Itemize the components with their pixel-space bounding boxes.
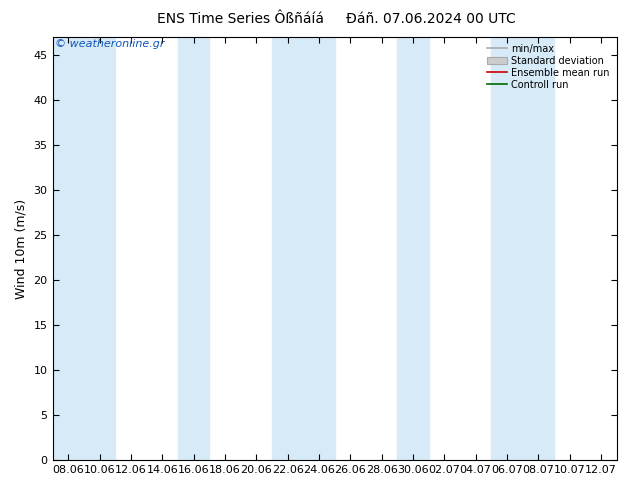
Bar [398,37,429,460]
Bar [84,37,115,460]
Text: Đáñ. 07.06.2024 00 UTC: Đáñ. 07.06.2024 00 UTC [346,12,516,26]
Text: ENS Time Series Ôßñáíá: ENS Time Series Ôßñáíá [157,12,325,26]
Legend: min/max, Standard deviation, Ensemble mean run, Controll run: min/max, Standard deviation, Ensemble me… [485,42,612,92]
Text: © weatheronline.gr: © weatheronline.gr [55,39,165,49]
Bar [178,37,209,460]
Bar [303,37,335,460]
Bar [491,37,522,460]
Bar [272,37,303,460]
Bar [53,37,84,460]
Y-axis label: Wind 10m (m/s): Wind 10m (m/s) [15,198,28,299]
Bar [522,37,554,460]
